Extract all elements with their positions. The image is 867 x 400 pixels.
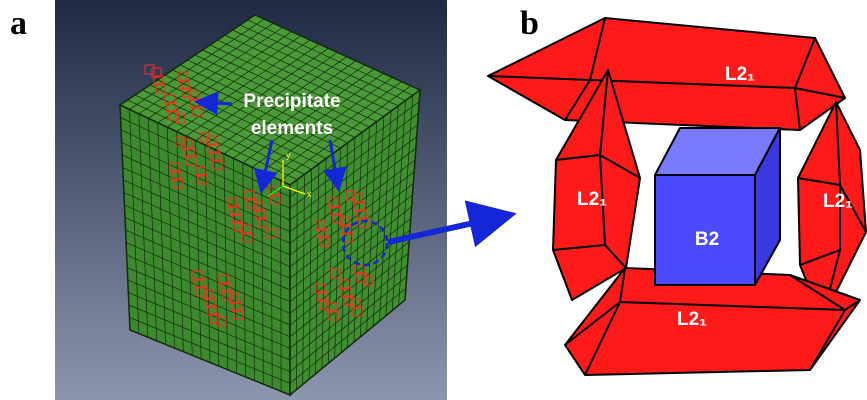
phase-label: L2₁ bbox=[725, 64, 755, 85]
panel-label: b bbox=[520, 5, 539, 42]
axis-label: x bbox=[307, 189, 312, 199]
phase-label: B2 bbox=[695, 229, 719, 250]
phase-label: L2₁ bbox=[823, 191, 853, 212]
phase-label: L2₁ bbox=[677, 309, 707, 330]
axis-label: y bbox=[286, 150, 291, 160]
annotation: elements bbox=[251, 118, 333, 139]
figure: a b y x Precipitate elements L2₁ L2₁ L2₁… bbox=[0, 0, 867, 400]
annotation: Precipitate bbox=[243, 91, 340, 112]
phase-label: L2₁ bbox=[577, 189, 607, 210]
panel-label: a bbox=[10, 5, 27, 42]
b2-cube bbox=[655, 128, 780, 285]
